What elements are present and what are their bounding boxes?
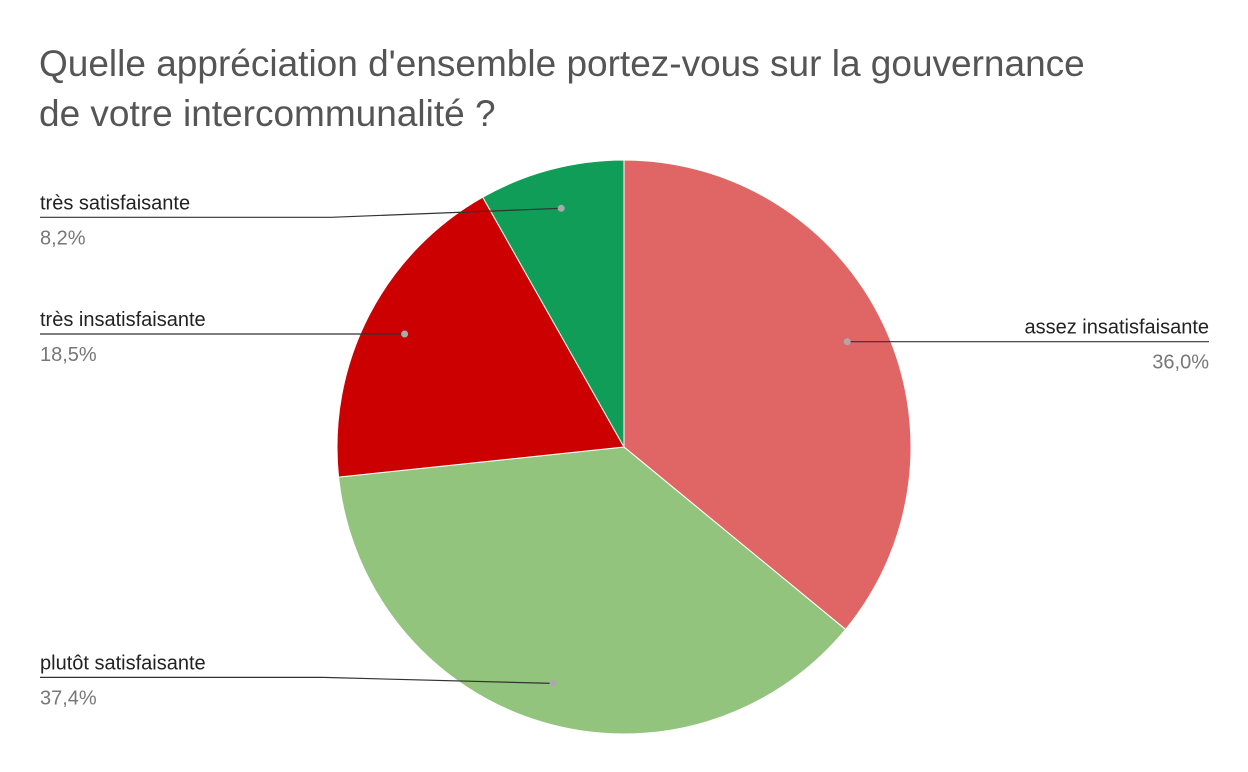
leader-dot-tres-satisfaisante bbox=[557, 204, 565, 212]
slice-value-tres-insatisfaisante: 18,5% bbox=[40, 344, 97, 366]
slice-label-assez-insatisfaisante: assez insatisfaisante bbox=[1024, 317, 1209, 339]
slice-value-tres-satisfaisante: 8,2% bbox=[40, 227, 86, 249]
slice-value-plutot-satisfaisante: 37,4% bbox=[40, 687, 97, 709]
chart-title-line-2: de votre intercommunalité ? bbox=[39, 93, 496, 134]
chart-title-line-1: Quelle appréciation d'ensemble portez-vo… bbox=[39, 43, 1085, 84]
pie-slice-tres-insatisfaisante bbox=[336, 196, 625, 478]
pie-slice-assez-insatisfaisante bbox=[623, 159, 912, 631]
leader-line-plutot-satisfaisante bbox=[40, 676, 554, 684]
leader-dot-assez-insatisfaisante bbox=[843, 338, 851, 346]
leader-line-tres-satisfaisante bbox=[40, 207, 562, 218]
leader-dot-plutot-satisfaisante bbox=[549, 679, 557, 687]
slice-label-plutot-satisfaisante: plutôt satisfaisante bbox=[40, 652, 206, 674]
slice-label-tres-satisfaisante: très satisfaisante bbox=[40, 192, 190, 214]
leader-dot-tres-insatisfaisante bbox=[401, 330, 409, 338]
slice-label-tres-insatisfaisante: très insatisfaisante bbox=[40, 309, 206, 331]
pie-slice-tres-satisfaisante bbox=[482, 159, 625, 449]
slice-value-assez-insatisfaisante: 36,0% bbox=[1152, 352, 1209, 374]
pie-slice-plutot-satisfaisante bbox=[338, 446, 847, 735]
pie-slices bbox=[336, 159, 912, 735]
pie-labels: assez insatisfaisante 36,0% plutôt satisfa… bbox=[40, 192, 1209, 709]
